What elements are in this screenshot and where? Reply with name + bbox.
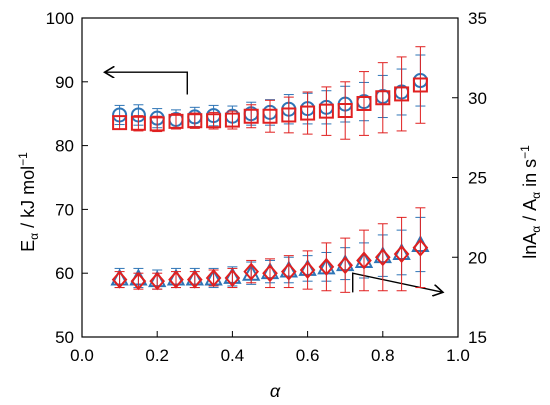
square-marker bbox=[243, 108, 259, 124]
data-point bbox=[243, 259, 260, 284]
data-point bbox=[149, 272, 166, 291]
diamond-marker bbox=[374, 248, 391, 267]
left-y-axis-ticks: 50 60 70 80 90 100 bbox=[46, 9, 88, 347]
right-y-axis-title: lnAα / Aα in s−1 bbox=[518, 145, 543, 259]
square-marker bbox=[300, 105, 316, 121]
data-point bbox=[412, 46, 428, 124]
square-marker bbox=[412, 77, 428, 93]
left-y-tick-label: 80 bbox=[55, 137, 74, 156]
data-point bbox=[130, 115, 146, 132]
data-point bbox=[130, 272, 147, 291]
arrow-to-left-axis bbox=[105, 72, 188, 95]
square-marker bbox=[168, 113, 184, 129]
square-marker bbox=[356, 95, 372, 111]
data-point bbox=[356, 229, 372, 292]
x-tick-label: 1.0 bbox=[446, 346, 470, 365]
data-point bbox=[112, 115, 128, 131]
square-marker bbox=[318, 103, 334, 119]
square-marker bbox=[394, 86, 410, 102]
diamond-marker bbox=[280, 262, 297, 281]
data-point bbox=[337, 237, 354, 293]
data-point bbox=[375, 62, 391, 134]
data-point bbox=[243, 104, 259, 129]
data-point bbox=[262, 258, 278, 289]
diamond-marker bbox=[356, 251, 372, 270]
data-point bbox=[186, 270, 203, 289]
series-diamond bbox=[111, 207, 429, 293]
data-point bbox=[224, 110, 240, 130]
data-point bbox=[205, 268, 222, 288]
diamond-marker bbox=[412, 238, 429, 257]
square-marker bbox=[375, 90, 391, 106]
square-marker bbox=[149, 116, 165, 132]
left-y-tick-label: 90 bbox=[55, 73, 74, 92]
right-y-tick-label: 15 bbox=[468, 328, 487, 347]
data-point bbox=[280, 255, 297, 289]
data-point bbox=[206, 111, 222, 130]
right-y-tick-label: 30 bbox=[468, 89, 487, 108]
data-point bbox=[318, 242, 335, 292]
x-tick-label: 0.6 bbox=[296, 346, 320, 365]
diamond-marker bbox=[205, 268, 222, 288]
diamond-marker bbox=[299, 260, 316, 280]
data-point bbox=[299, 250, 316, 290]
left-y-axis-title: Eα / kJ mol−1 bbox=[16, 152, 41, 252]
square-marker bbox=[112, 115, 128, 131]
diamond-marker bbox=[130, 272, 147, 291]
diamond-marker bbox=[337, 256, 354, 275]
left-y-tick-label: 50 bbox=[55, 328, 74, 347]
right-y-tick-label: 20 bbox=[468, 248, 487, 267]
series-layer bbox=[110, 46, 430, 293]
square-marker bbox=[281, 107, 297, 123]
data-point bbox=[412, 207, 429, 289]
diamond-marker bbox=[318, 257, 335, 276]
data-point bbox=[168, 270, 184, 289]
data-point bbox=[149, 115, 165, 133]
data-point bbox=[168, 113, 184, 130]
left-y-tick-label: 70 bbox=[55, 200, 74, 219]
diamond-marker bbox=[224, 268, 241, 288]
x-tick-label: 0.8 bbox=[371, 346, 395, 365]
data-point bbox=[281, 96, 297, 134]
square-marker bbox=[224, 112, 240, 128]
series-square bbox=[112, 46, 428, 140]
right-y-tick-label: 35 bbox=[468, 9, 487, 28]
right-y-axis-ticks: 15 20 25 30 35 bbox=[452, 9, 487, 347]
square-marker bbox=[262, 108, 278, 124]
x-tick-label: 0.2 bbox=[145, 346, 169, 365]
data-point bbox=[187, 112, 203, 129]
data-point bbox=[318, 86, 334, 136]
x-tick-label: 0.4 bbox=[221, 346, 245, 365]
diamond-marker bbox=[243, 262, 260, 281]
x-axis-title: α bbox=[270, 381, 281, 401]
data-point bbox=[394, 56, 410, 132]
data-point bbox=[300, 91, 316, 135]
square-marker bbox=[337, 103, 353, 119]
data-point bbox=[356, 71, 372, 136]
right-y-tick-label: 25 bbox=[468, 169, 487, 188]
diamond-marker bbox=[393, 245, 410, 264]
diamond-marker bbox=[149, 272, 166, 291]
annotations bbox=[105, 72, 443, 292]
data-point bbox=[111, 270, 128, 289]
diamond-marker bbox=[168, 270, 184, 289]
diamond-marker bbox=[186, 270, 203, 289]
diamond-marker bbox=[262, 264, 278, 283]
square-marker bbox=[187, 113, 203, 129]
x-tick-label: 0.0 bbox=[70, 346, 94, 365]
square-marker bbox=[206, 113, 222, 129]
square-marker bbox=[130, 115, 146, 131]
data-point bbox=[374, 223, 391, 292]
data-point bbox=[262, 99, 278, 133]
arrow-to-right-axis bbox=[352, 272, 443, 292]
left-y-tick-label: 60 bbox=[55, 264, 74, 283]
data-point bbox=[337, 81, 353, 140]
left-y-tick-label: 100 bbox=[46, 9, 74, 28]
x-axis-ticks: 0.0 0.2 0.4 0.6 0.8 1.0 bbox=[70, 331, 470, 365]
data-point bbox=[224, 267, 241, 289]
diamond-marker bbox=[111, 270, 128, 289]
data-point bbox=[393, 216, 410, 292]
